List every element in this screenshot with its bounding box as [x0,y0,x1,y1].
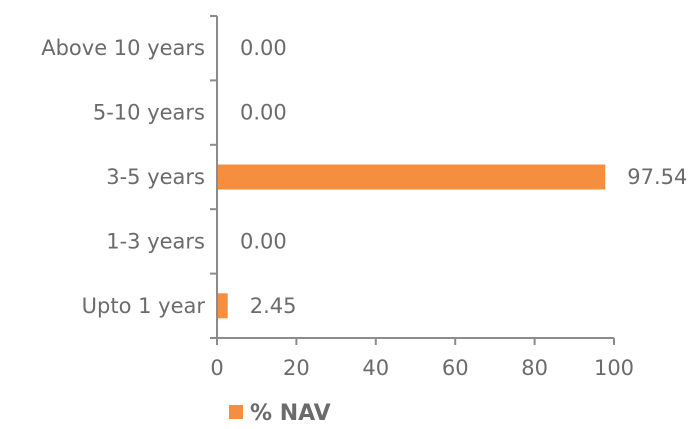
x-tick-label: 20 [283,356,310,380]
x-tick-label: 0 [210,356,223,380]
category-label: Above 10 years [41,36,205,60]
category-label: 3-5 years [106,165,205,189]
x-tick-label: 60 [442,356,469,380]
value-label: 0.00 [240,101,287,125]
plot-area: 0.00 Above 10 years 0.00 5-10 years 97.54 3-5… [41,15,687,380]
value-label: 0.00 [240,36,287,60]
category-label: Upto 1 year [82,294,206,318]
x-tick-label: 40 [362,356,389,380]
value-label: 97.54 [627,165,687,189]
x-tick-label: 100 [594,356,634,380]
legend-swatch [229,405,243,419]
legend-label: % NAV [250,401,331,426]
category-label: 5-10 years [93,101,205,125]
value-label: 2.45 [250,294,297,318]
value-label: 0.00 [240,229,287,253]
bar-3-5-years [218,164,606,190]
bar-upto-1-year [218,293,228,319]
x-tick-label: 80 [521,356,548,380]
category-label: 1-3 years [106,229,205,253]
legend: % NAV [229,401,331,426]
